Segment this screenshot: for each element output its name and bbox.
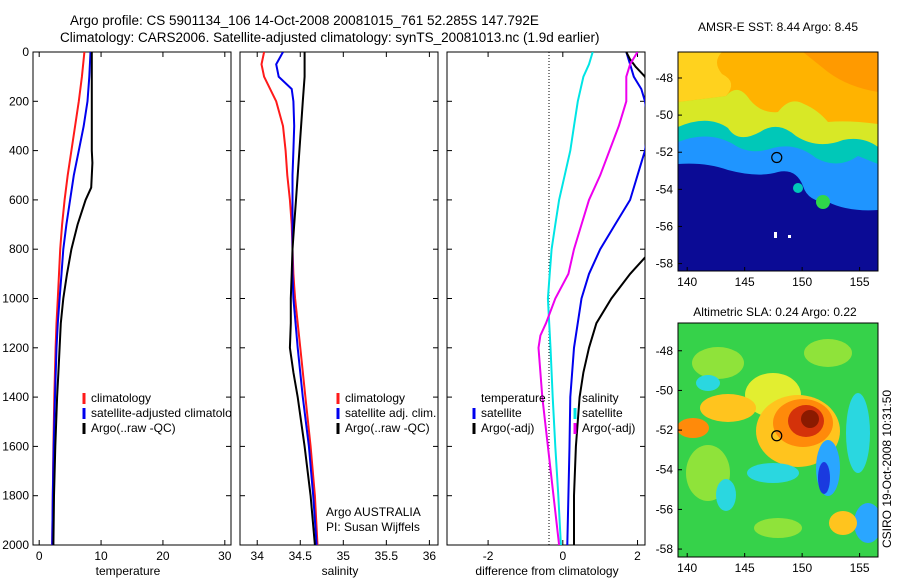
x-tick-label: 35: [337, 549, 351, 563]
map-x-tick-label: 155: [850, 275, 870, 289]
header-line-2: Climatology: CARS2006. Satellite-adjuste…: [60, 30, 600, 45]
map-y-tick-label: -58: [656, 257, 674, 271]
x-tick-label: 0: [36, 549, 43, 563]
salinity-axes: [239, 51, 439, 546]
float-position-marker: [771, 151, 783, 164]
legend-label: satellite-adjusted climatology: [91, 406, 244, 420]
sla-map: Altimetric SLA: 0.24 Argo: 0.22 140 145 15…: [656, 305, 879, 575]
salinity-xlabel: salinity: [322, 564, 359, 578]
map-x-tick-label: 140: [677, 275, 697, 289]
map-y-tick-label: -52: [656, 145, 674, 159]
sla-map-frame: [677, 322, 879, 558]
x-tick-label: 2: [634, 549, 641, 563]
map-x-tick-label: 145: [735, 561, 755, 575]
sla-map-title: Altimetric SLA: 0.24 Argo: 0.22: [693, 305, 857, 319]
map-x-tick-label: 145: [735, 275, 755, 289]
series-salinity-satellite: [546, 52, 594, 545]
x-tick-label: 20: [156, 549, 170, 563]
header-line-1: Argo profile: CS 5901134_106 14-Oct-2008…: [70, 13, 539, 28]
sla-heatmap: [678, 323, 878, 557]
y-tick-label: 400: [9, 144, 29, 158]
credit-label: CSIRO 19-Oct-2008 10:31:50: [880, 390, 894, 548]
series-satellite-adj-clim: [275, 52, 318, 545]
legend-label: satellite adj. clim.: [345, 406, 436, 420]
map-y-tick-label: -54: [656, 463, 674, 477]
x-tick-label: 34: [251, 549, 265, 563]
argo-annotation: Argo AUSTRALIA: [326, 505, 421, 519]
y-tick-label: 1200: [2, 341, 29, 355]
difference-xlabel: difference from climatology: [475, 564, 618, 578]
legend-label: climatology: [91, 391, 151, 405]
series-argo-raw-qc: [52, 52, 94, 545]
series-temperature-argo-adj: [573, 52, 645, 545]
legend-label: Argo(-adj): [481, 421, 534, 435]
series-satellite-adjusted-climatology: [51, 52, 92, 545]
legend-label: satellite: [481, 406, 522, 420]
sst-map-frame: [677, 51, 879, 272]
map-x-tick-label: 150: [792, 561, 812, 575]
map-y-tick-label: -58: [656, 542, 674, 556]
difference-axes: [446, 51, 646, 546]
legend-label: satellite: [582, 406, 623, 420]
series-argo-raw-qc: [288, 52, 316, 545]
y-tick-label: 0: [22, 45, 29, 59]
x-tick-label: 10: [94, 549, 108, 563]
x-tick-label: 30: [218, 549, 232, 563]
legend-heading: salinity: [582, 391, 619, 405]
salinity-panel: salinity Argo AUSTRALIA PI: Susan Wijffe…: [239, 51, 439, 578]
y-tick-label: 200: [9, 94, 29, 108]
y-tick-label: 600: [9, 193, 29, 207]
legend-label: Argo(-adj): [582, 421, 635, 435]
y-tick-label: 1400: [2, 390, 29, 404]
x-tick-label: 0: [559, 549, 566, 563]
y-tick-label: 1000: [2, 292, 29, 306]
map-y-tick-label: -54: [656, 182, 674, 196]
legend-label: climatology: [345, 391, 405, 405]
map-y-tick-label: -56: [656, 219, 674, 233]
map-y-tick-label: -50: [656, 383, 674, 397]
map-y-tick-label: -48: [656, 344, 674, 358]
y-tick-label: 1600: [2, 439, 29, 453]
float-position-marker: [771, 430, 783, 442]
map-x-tick-label: 140: [677, 561, 697, 575]
x-tick-label: 36: [423, 549, 437, 563]
legend-heading: temperature: [481, 391, 546, 405]
sst-map-title: AMSR-E SST: 8.44 Argo: 8.45: [698, 20, 858, 34]
map-x-tick-label: 155: [850, 561, 870, 575]
map-y-tick-label: -56: [656, 502, 674, 516]
series-salinity-argo-adj: [537, 52, 639, 545]
temperature-panel: temperature 0 10 20 30 0 200 400 600 800 1000 1200…: [2, 45, 244, 578]
difference-panel: difference from climatology -2 0 2 temperat…: [446, 51, 646, 578]
y-tick-label: 800: [9, 242, 29, 256]
legend-label: Argo(..raw -QC): [345, 421, 430, 435]
map-y-tick-label: -48: [656, 71, 674, 85]
x-tick-label: 34.5: [289, 549, 313, 563]
y-tick-label: 1800: [2, 489, 29, 503]
y-tick-label: 2000: [2, 538, 29, 552]
series-temperature-satellite: [566, 52, 645, 545]
x-tick-label: 35.5: [375, 549, 399, 563]
legend-label: Argo(..raw -QC): [91, 421, 176, 435]
temperature-xlabel: temperature: [96, 564, 161, 578]
map-y-tick-label: -52: [656, 423, 674, 437]
sst-map: AMSR-E SST: 8.44 Argo: 8.45 140 145 150 155…: [656, 20, 879, 289]
x-tick-label: -2: [483, 549, 494, 563]
map-y-tick-label: -50: [656, 108, 674, 122]
map-x-tick-label: 150: [792, 275, 812, 289]
sst-heatmap: [678, 52, 878, 271]
temperature-axes: [32, 51, 232, 546]
pi-annotation: PI: Susan Wijffels: [326, 520, 420, 534]
